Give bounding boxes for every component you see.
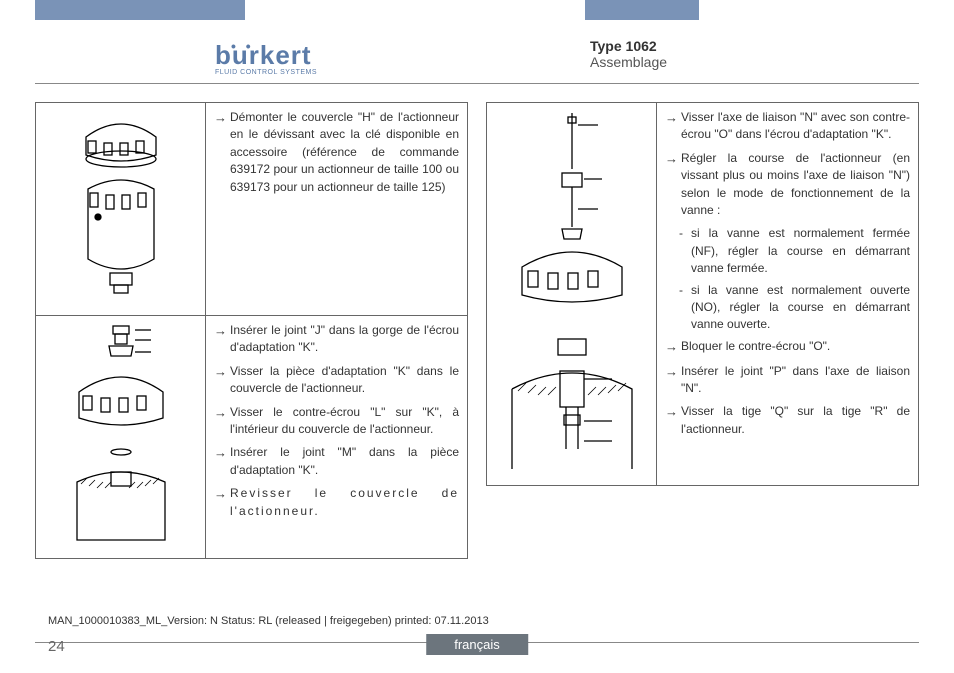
- step-text: Insérer le joint "M" dans la pièce d'ada…: [230, 444, 459, 479]
- step-text: Bloquer le contre-écrou "O".: [681, 338, 910, 357]
- instruction-cell: → Démonter le couvercle "H" de l'actionn…: [206, 103, 468, 316]
- instruction-cell: →Insérer le joint "J" dans la gorge de l…: [206, 316, 468, 559]
- step-text: Insérer le joint "P" dans l'axe de liais…: [681, 363, 910, 398]
- instruction-step: →Visser l'axe de liaison "N" avec son co…: [665, 109, 910, 144]
- instruction-step: →Visser le contre-écrou "L" sur "K", à l…: [214, 404, 459, 439]
- section-label: Assemblage: [590, 54, 667, 70]
- sub-text: si la vanne est normalement fermée (NF),…: [691, 225, 910, 277]
- step-text: Visser le contre-écrou "L" sur "K", à l'…: [230, 404, 459, 439]
- table-row: →Visser l'axe de liaison "N" avec son co…: [487, 103, 919, 486]
- sub-text: si la vanne est normalement ouverte (NO)…: [691, 282, 910, 334]
- diagram-cell-adapter: [36, 316, 206, 559]
- page-header: • • burkert FLUID CONTROL SYSTEMS Type 1…: [0, 32, 954, 82]
- dash-icon: -: [679, 282, 691, 334]
- instruction-step: →Insérer le joint "J" dans la gorge de l…: [214, 322, 459, 357]
- arrow-icon: →: [665, 109, 681, 144]
- arrow-icon: →: [214, 404, 230, 439]
- instruction-step: →Insérer le joint "M" dans la pièce d'ad…: [214, 444, 459, 479]
- step-text: Régler la course de l'actionneur (en vis…: [681, 150, 910, 220]
- instruction-step: →Insérer le joint "P" dans l'axe de liai…: [665, 363, 910, 398]
- instruction-step: →Revisser le couvercle de l'actionneur.: [214, 485, 459, 520]
- top-bar-right: [585, 0, 699, 20]
- diagram-cell-shaft: [487, 103, 657, 486]
- arrow-icon: →: [214, 485, 230, 520]
- adapter-diagram-icon: [61, 322, 181, 552]
- instruction-substep: -si la vanne est normalement fermée (NF)…: [679, 225, 910, 277]
- instruction-step: →Régler la course de l'actionneur (en vi…: [665, 150, 910, 220]
- brand-logo: • • burkert FLUID CONTROL SYSTEMS: [215, 40, 317, 76]
- arrow-icon: →: [214, 109, 230, 196]
- arrow-icon: →: [665, 150, 681, 220]
- arrow-icon: →: [214, 363, 230, 398]
- arrow-icon: →: [214, 444, 230, 479]
- instruction-cell: →Visser l'axe de liaison "N" avec son co…: [657, 103, 919, 486]
- header-rule: [35, 83, 919, 84]
- step-text: Démonter le couvercle "H" de l'actionneu…: [230, 109, 459, 196]
- step-text: Insérer le joint "J" dans la gorge de l'…: [230, 322, 459, 357]
- left-table: → Démonter le couvercle "H" de l'actionn…: [35, 102, 468, 559]
- language-badge: français: [426, 634, 528, 655]
- title-block: Type 1062 Assemblage: [590, 38, 667, 70]
- table-row: → Démonter le couvercle "H" de l'actionn…: [36, 103, 468, 316]
- right-column: →Visser l'axe de liaison "N" avec son co…: [486, 102, 919, 613]
- logo-umlaut: • •: [231, 38, 254, 54]
- instruction-substep: -si la vanne est normalement ouverte (NO…: [679, 282, 910, 334]
- dash-icon: -: [679, 225, 691, 277]
- page-number: 24: [48, 638, 65, 655]
- diagram-cell-actuator-cover: [36, 103, 206, 316]
- print-metadata: MAN_1000010383_ML_Version: N Status: RL …: [48, 615, 489, 627]
- instruction-step: → Démonter le couvercle "H" de l'actionn…: [214, 109, 459, 196]
- logo-wordmark: • • burkert: [215, 40, 317, 71]
- step-text: Visser la pièce d'adaptation "K" dans le…: [230, 363, 459, 398]
- instruction-step: →Visser la tige "Q" sur la tige "R" de l…: [665, 403, 910, 438]
- arrow-icon: →: [665, 403, 681, 438]
- step-text: Visser l'axe de liaison "N" avec son con…: [681, 109, 910, 144]
- table-row: →Insérer le joint "J" dans la gorge de l…: [36, 316, 468, 559]
- step-text: Visser la tige "Q" sur la tige "R" de l'…: [681, 403, 910, 438]
- left-column: → Démonter le couvercle "H" de l'actionn…: [35, 102, 468, 613]
- arrow-icon: →: [665, 338, 681, 357]
- logo-name: burkert: [215, 40, 312, 70]
- arrow-icon: →: [665, 363, 681, 398]
- shaft-assembly-diagram-icon: [502, 109, 642, 479]
- instruction-step: →Visser la pièce d'adaptation "K" dans l…: [214, 363, 459, 398]
- right-table: →Visser l'axe de liaison "N" avec son co…: [486, 102, 919, 486]
- instruction-step: →Bloquer le contre-écrou "O".: [665, 338, 910, 357]
- step-text: Revisser le couvercle de l'actionneur.: [230, 485, 459, 520]
- actuator-diagram-icon: [66, 109, 176, 309]
- content-columns: → Démonter le couvercle "H" de l'actionn…: [35, 102, 919, 613]
- arrow-icon: →: [214, 322, 230, 357]
- top-bar-left: [35, 0, 245, 20]
- type-label: Type 1062: [590, 38, 667, 54]
